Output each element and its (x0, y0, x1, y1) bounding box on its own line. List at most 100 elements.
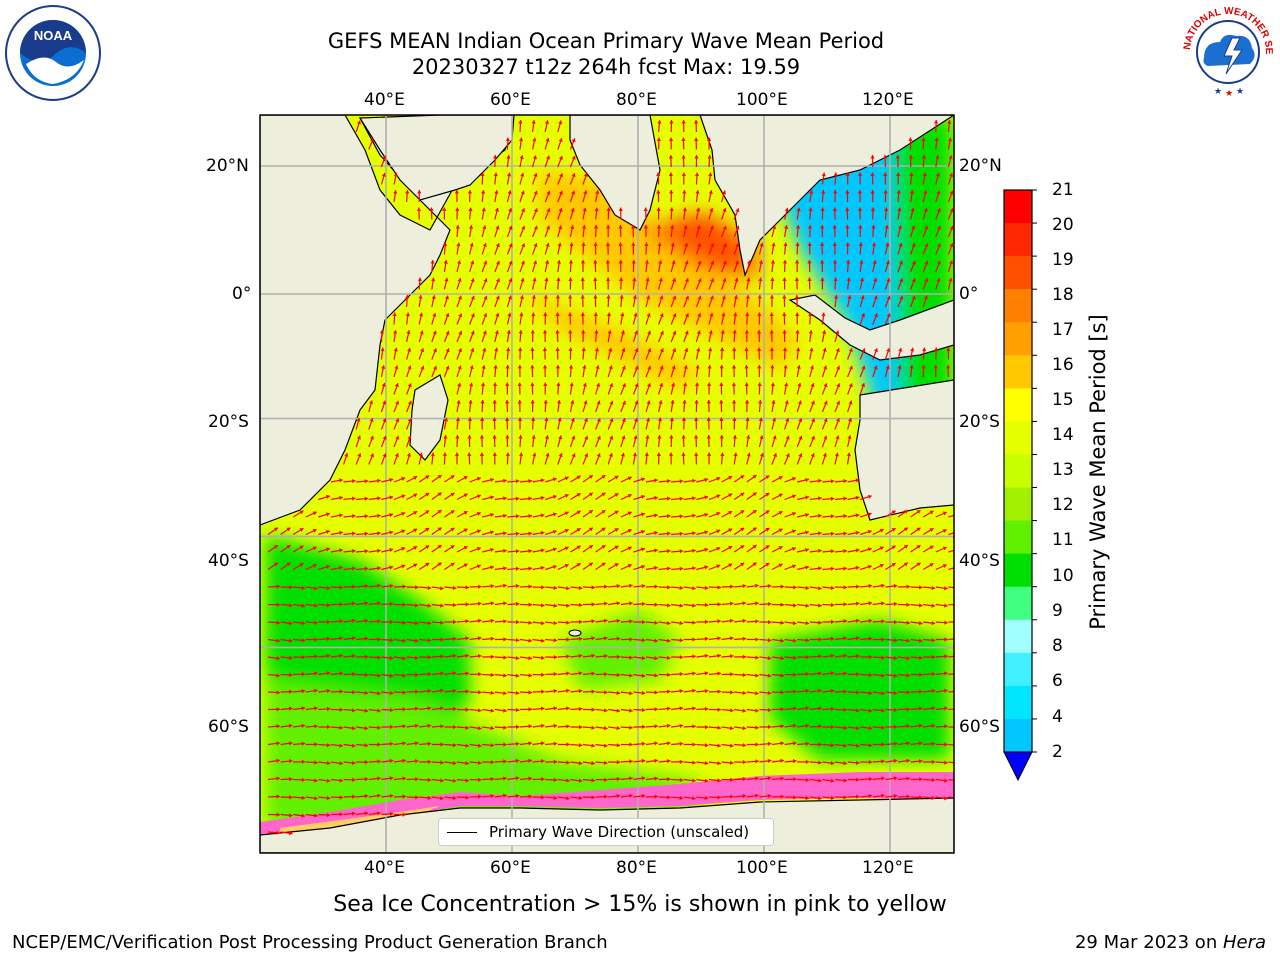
wave-arrowhead (326, 636, 331, 642)
wave-arrowhead (394, 453, 399, 458)
wave-arrowhead (742, 654, 747, 659)
wave-arrowhead (656, 137, 662, 141)
wave-arrowhead (389, 811, 394, 817)
wave-arrowhead (618, 207, 623, 211)
wave-arrowhead (735, 243, 740, 248)
wave-arrowhead (616, 776, 621, 782)
wave-arrowhead (377, 655, 381, 660)
wave-arrowhead (521, 243, 526, 248)
wave-arrowhead (669, 417, 675, 422)
wave-arrowhead (580, 260, 586, 264)
wave-arrowhead (717, 653, 721, 658)
wave-arrowhead (832, 207, 837, 211)
wave-arrowhead (540, 655, 545, 660)
wave-arrowhead (454, 190, 460, 194)
wave-arrowhead (326, 760, 331, 766)
wave-arrowhead (734, 277, 739, 282)
colorbar-tick: 18 (1052, 285, 1074, 305)
wave-arrowhead (830, 706, 835, 712)
wave-arrowhead (288, 655, 293, 661)
wave-arrowhead (820, 225, 825, 229)
wave-arrowhead (339, 636, 343, 641)
wave-arrowhead (856, 690, 860, 695)
wave-arrowhead (465, 778, 469, 783)
wave-arrowhead (578, 671, 583, 676)
wave-arrowhead (492, 452, 497, 456)
wave-arrowhead (704, 530, 709, 535)
wave-arrowhead (558, 120, 563, 125)
wave-arrowhead (918, 655, 923, 660)
wave-arrowhead (879, 528, 884, 533)
wave-arrowhead (666, 621, 671, 626)
wave-arrowhead (591, 795, 595, 800)
wave-arrowhead (452, 585, 457, 591)
wave-arrowhead (482, 243, 487, 247)
wave-arrowhead (796, 347, 801, 352)
wave-arrowhead (490, 618, 495, 624)
wave-arrowhead (558, 435, 563, 440)
wave-arrowhead (821, 190, 826, 194)
wave-arrowhead (830, 549, 835, 554)
wave-arrowhead (873, 365, 878, 370)
wave-arrowhead (530, 400, 535, 404)
wave-arrowhead (490, 547, 494, 553)
wave-arrowhead (492, 400, 497, 404)
wave-arrowhead (830, 653, 835, 659)
wave-arrowhead (352, 690, 356, 695)
wave-arrowhead (528, 638, 532, 643)
wave-arrowhead (716, 476, 721, 481)
wave-arrowhead (697, 278, 702, 283)
wave-arrowhead (742, 583, 747, 589)
wave-arrowhead (710, 243, 715, 248)
wave-arrowhead (518, 452, 524, 457)
wave-arrowhead (668, 452, 674, 456)
wave-arrowhead (778, 546, 783, 550)
wave-arrowhead (440, 654, 444, 659)
wave-arrowhead (402, 638, 406, 643)
wave-arrowhead (437, 545, 442, 549)
wave-arrow (948, 778, 954, 781)
wave-arrowhead (591, 671, 595, 676)
wave-arrowhead (604, 777, 608, 782)
wave-arrowhead (707, 365, 712, 369)
wave-arrowhead (684, 242, 689, 247)
wave-arrowhead (289, 585, 293, 590)
wave-arrowhead (719, 382, 724, 386)
plot-frame (259, 114, 955, 854)
wave-arrowhead (395, 435, 400, 440)
wave-arrowhead (515, 549, 520, 554)
wave-arrowhead (603, 708, 608, 713)
wave-arrowhead (477, 636, 482, 641)
wave-arrowhead (681, 435, 686, 439)
wave-arrowhead (312, 546, 317, 551)
wave-arrowhead (629, 793, 633, 798)
wave-arrowhead (769, 347, 775, 351)
wave-arrowhead (746, 452, 751, 457)
wave-arrowhead (414, 621, 419, 626)
wave-arrowhead (594, 207, 599, 212)
wave-arrowhead (883, 172, 888, 176)
wave-arrowhead (505, 417, 510, 421)
wave-arrowhead (528, 724, 532, 729)
wave-arrowhead (494, 190, 499, 194)
wave-arrowhead (555, 347, 560, 351)
wave-arrowhead (605, 277, 611, 281)
wave-arrowhead (508, 208, 513, 212)
wave-arrowhead (579, 724, 583, 730)
wave-arrowhead (716, 511, 721, 516)
wave-arrowhead (377, 478, 381, 483)
wave-arrowhead (405, 312, 410, 317)
wave-arrowhead (659, 330, 664, 335)
wave-arrowhead (440, 742, 444, 747)
wave-arrowhead (867, 529, 872, 534)
wave-arrowhead (377, 496, 381, 501)
wave-arrowhead (848, 400, 853, 405)
wave-arrowhead (616, 793, 621, 799)
wave-arrowhead (406, 452, 412, 457)
wave-arrowhead (455, 435, 460, 439)
wave-arrowhead (848, 365, 853, 370)
wave-arrowhead (633, 418, 639, 422)
wave-arrowhead (861, 348, 866, 353)
wave-arrowhead (957, 796, 961, 800)
wave-arrowhead (545, 242, 550, 247)
